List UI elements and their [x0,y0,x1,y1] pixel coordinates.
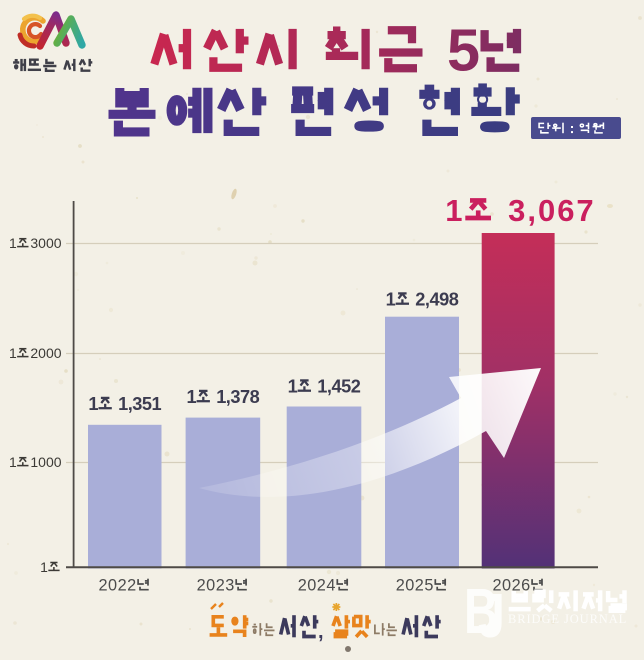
svg-text:2022: 2022 [99,577,137,595]
svg-text:,: , [318,621,324,643]
svg-text:2024: 2024 [298,577,336,595]
svg-text:BRIDGE JOURNAL: BRIDGE JOURNAL [508,612,627,626]
svg-text:1: 1 [288,377,298,397]
svg-text:1: 1 [445,193,464,228]
svg-text:2026: 2026 [493,577,531,595]
svg-text:1,378: 1,378 [216,387,259,407]
svg-text:J: J [478,581,505,650]
svg-text:3,067: 3,067 [508,193,596,228]
svg-text:1: 1 [9,345,17,361]
svg-text:1,351: 1,351 [118,394,161,414]
svg-text:1: 1 [88,394,98,414]
svg-text:B: B [464,575,498,647]
svg-text:5: 5 [447,17,480,84]
svg-text:1: 1 [386,290,396,310]
svg-text:1: 1 [187,387,197,407]
svg-text:1: 1 [9,235,17,251]
svg-text:1: 1 [40,559,48,575]
svg-text:3000: 3000 [30,235,61,251]
svg-text:1000: 1000 [30,454,61,470]
svg-text:1: 1 [9,454,17,470]
svg-text:2000: 2000 [30,345,61,361]
svg-text:2023: 2023 [197,577,235,595]
svg-text:2,498: 2,498 [415,290,458,310]
svg-text:1,452: 1,452 [317,377,360,397]
svg-text:2025: 2025 [396,577,434,595]
